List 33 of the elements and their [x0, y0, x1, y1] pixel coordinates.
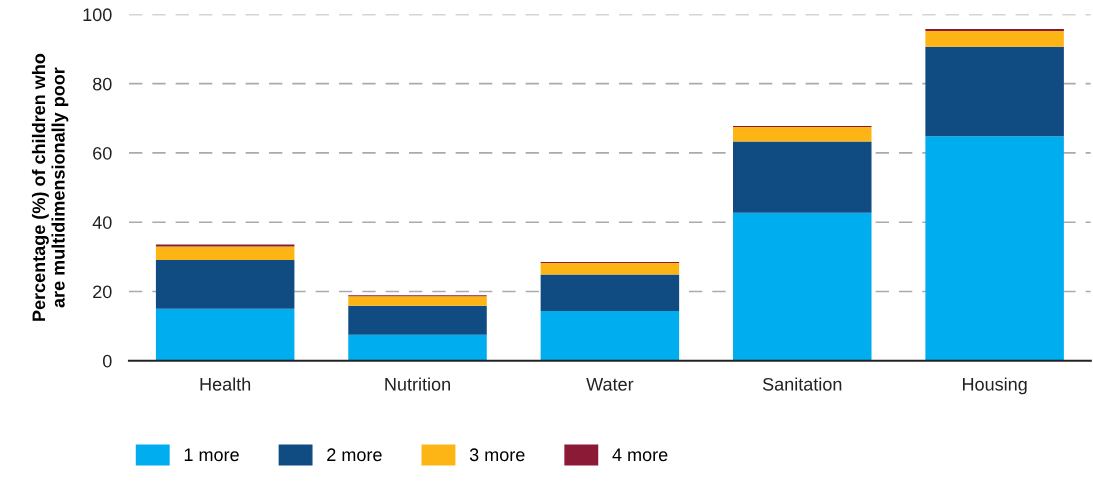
bar: [540, 274, 680, 311]
bar: [733, 141, 872, 213]
y-axis-title: Percentage (%) of children who are multidimensionally poor: [31, 53, 69, 321]
legend-label: 1 more: [184, 448, 239, 462]
y-tick-label: 60: [93, 146, 112, 160]
bar: [348, 305, 487, 335]
y-tick-label: 40: [92, 216, 112, 229]
bar: [155, 259, 295, 309]
bar: [155, 246, 295, 260]
y-tick-label: 100: [83, 8, 112, 22]
bar: [540, 263, 680, 275]
y-tick-label: 80: [93, 77, 112, 91]
bar: [348, 296, 487, 306]
x-tick-label: Water: [586, 378, 634, 391]
bar: [348, 334, 487, 361]
bar: [925, 31, 1064, 47]
bar: [925, 46, 1064, 137]
x-tick-label: Sanitation: [762, 377, 842, 391]
y-tick-label: 0: [102, 354, 112, 368]
bar: [925, 28, 1064, 32]
legend-label: 4 more: [612, 448, 668, 462]
bar: [925, 136, 1064, 361]
legend-label: 2 more: [327, 448, 382, 462]
bar: [733, 126, 872, 142]
y-tick-label: 20: [93, 285, 112, 299]
bar: [540, 310, 680, 361]
bar: [155, 308, 295, 361]
x-tick-label: Health: [200, 377, 251, 391]
bar: [733, 212, 872, 361]
x-tick-label: Nutrition: [385, 377, 450, 391]
legend-label: 3 more: [469, 448, 525, 462]
bar: [155, 244, 295, 247]
x-tick-label: Housing: [962, 377, 1027, 395]
